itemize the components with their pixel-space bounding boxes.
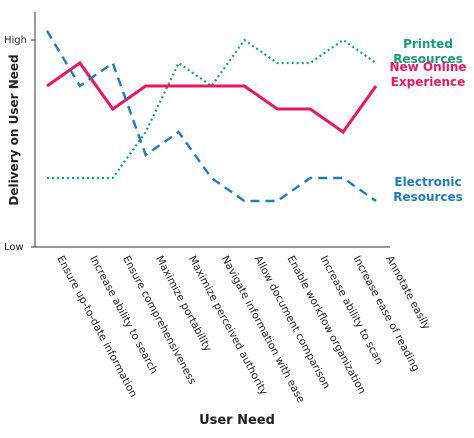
x-tick-label: Increase ease of reading	[350, 254, 421, 374]
y-tick-label: High	[4, 35, 27, 46]
x-tick-label: Increase ability to scan	[318, 254, 386, 367]
legend-label: New Online Experience	[389, 60, 467, 89]
legend-label: Electronic Resources	[393, 175, 463, 204]
series-line	[46, 60, 378, 135]
y-tick-label: Low	[4, 242, 24, 253]
y-axis-title: Delivery on User Need	[7, 54, 21, 205]
legend-label: Printed Resources	[393, 37, 463, 66]
x-axis-title: User Need	[199, 413, 275, 428]
series-line	[47, 38, 377, 180]
series-line	[45, 30, 377, 203]
